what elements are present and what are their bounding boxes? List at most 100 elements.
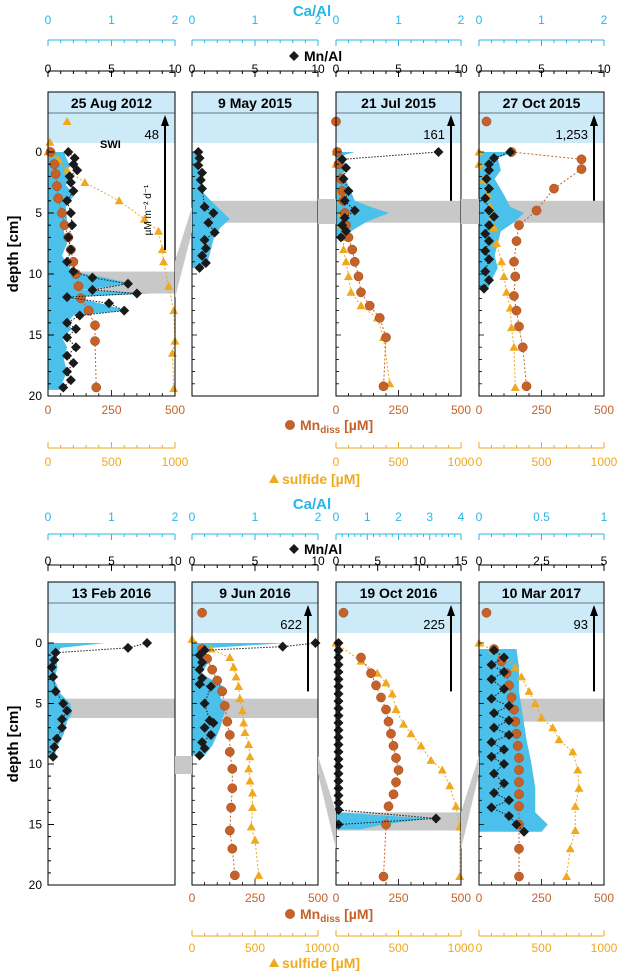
mndiss-title-text: Mndiss [µM] [300, 417, 373, 436]
sulfide-line [335, 152, 391, 387]
flux-label: 622 [280, 617, 302, 632]
caal-axis-tick-label: 0 [189, 510, 196, 524]
mnal-point [484, 159, 494, 170]
mnal-axis: 0 5 10 [333, 62, 468, 77]
mndiss-point [356, 287, 366, 298]
mnal-point [193, 160, 204, 171]
mndiss-point [514, 789, 524, 800]
mnal-point [194, 679, 205, 690]
mndiss-point [514, 777, 524, 788]
mndiss-title: Mndiss [µM] [285, 906, 373, 925]
mnal-point [208, 717, 219, 728]
bioturbation-band [48, 698, 175, 719]
sulfide-point [524, 686, 534, 695]
sulfide-point [234, 682, 244, 691]
mnd-tick-label: 500 [308, 891, 328, 905]
sulfide-point [554, 735, 564, 744]
mnal-point [480, 245, 491, 256]
caal-axis: 0 1 2 [45, 510, 179, 540]
mnal-point [205, 729, 216, 740]
sulfide-tick-label: 1000 [305, 941, 332, 955]
mnal-point [489, 211, 499, 222]
sulfide-point [237, 706, 247, 715]
mnal-axis-tick-label: 5 [395, 62, 402, 76]
mnal-point [63, 147, 74, 157]
depth-axis: 0 5 10 15 20 [29, 636, 54, 892]
mndiss-point [388, 789, 399, 800]
depth-tick-label: 15 [29, 328, 43, 342]
mnal-point [62, 292, 73, 303]
mnal-point [489, 722, 499, 733]
sulfide-point [517, 672, 526, 681]
mndiss-point [521, 381, 532, 392]
mndiss-point [364, 300, 375, 311]
sulfide-point [574, 783, 584, 792]
mndiss-legend-icon [285, 909, 295, 919]
mnal-point [62, 705, 73, 716]
sulfide-legend-icon [269, 474, 279, 483]
mnal-axis-tick-label: 5 [108, 62, 115, 76]
panel-title: 27 Oct 2015 [503, 95, 581, 111]
mndiss-point [57, 208, 67, 218]
mnal-axis-tick-label: 0 [476, 554, 483, 568]
sulfide-point [356, 301, 366, 310]
flux-arrow-head [161, 115, 169, 126]
mnal-axis-tick-label: 0 [45, 554, 52, 568]
caal-axis-tick-label: 4 [458, 510, 465, 524]
mndiss-point [386, 728, 396, 739]
sulfide-point [246, 822, 256, 831]
mndiss-point [391, 777, 401, 788]
mndiss-point [83, 305, 94, 316]
mnal-point [87, 284, 98, 295]
mnal-point [349, 205, 360, 216]
panel-frame [47, 581, 176, 886]
sulfide-tick-label: 1000 [591, 941, 618, 955]
band-connector [318, 756, 336, 849]
sulfide-point [507, 323, 516, 332]
mndiss-title-sub: diss [320, 914, 340, 925]
depth-tick-label: 15 [29, 818, 43, 832]
mnal-point [68, 186, 79, 197]
mnal-point [65, 177, 76, 188]
mndiss-point [517, 342, 528, 353]
flux-arrow-head [447, 115, 455, 126]
mnal-point [338, 173, 349, 184]
mnal-point [194, 750, 205, 761]
mnal-point [431, 813, 441, 824]
sulfide-point [510, 662, 520, 671]
sulfide-point [247, 788, 257, 797]
mnal-point [62, 195, 73, 206]
sulfide-point [62, 117, 72, 125]
mnd-tick-label: 250 [388, 403, 408, 417]
depth-tick-label: 5 [35, 697, 42, 711]
caal-axis-tick-label: 0 [476, 13, 483, 27]
mnal-point [46, 662, 57, 673]
mndiss-point [212, 675, 223, 686]
sulfide-point [167, 348, 177, 357]
mnal-axis-tick-label: 5 [374, 554, 381, 568]
mnal-point [433, 147, 444, 157]
mnal-point [68, 358, 79, 369]
sulfide-point [570, 801, 580, 810]
mnal-point [62, 256, 73, 267]
mnal-point [499, 683, 509, 694]
mnd-axis: 0 250 500 [189, 879, 328, 905]
mnal-point [484, 220, 494, 231]
caal-axis-tick-label: 0 [45, 510, 52, 524]
mndiss-title-main: Mn [300, 417, 320, 433]
band-connector [461, 756, 479, 849]
mnal-point [50, 686, 61, 697]
mnal-legend-icon [289, 544, 299, 554]
sulfide-axis: 0 500 1000 [189, 930, 332, 955]
sulfide-point [231, 672, 241, 681]
sulfide-point [510, 382, 520, 391]
panel-title: 21 Jul 2015 [361, 95, 436, 111]
sulfide-axis: 0 500 1000 [333, 442, 475, 469]
sulfide-point [562, 872, 571, 881]
mnd-axis: 0 250 500 [333, 879, 471, 905]
mnal-point [480, 193, 491, 204]
caal-axis-tick-label: 1 [108, 13, 115, 27]
mndiss-point [378, 871, 389, 882]
mnal-axis-tick-label: 15 [454, 554, 468, 568]
sulfide-point [451, 801, 461, 810]
